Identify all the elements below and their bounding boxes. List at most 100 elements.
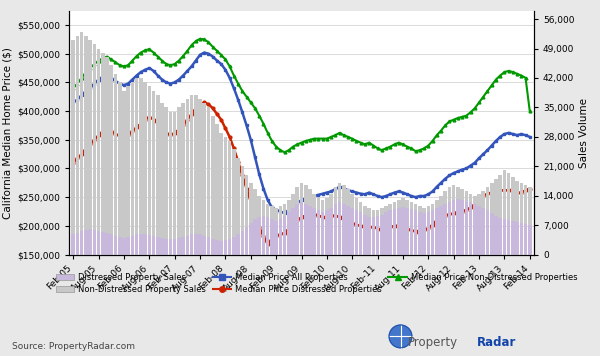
Bar [388,204,392,255]
Bar [295,204,299,255]
Bar [245,227,248,255]
Bar [418,206,422,255]
Median Price Distressed Properties [378,228,385,232]
Median Price Non-Distressed Properties [526,109,533,113]
Bar [346,189,350,255]
Bar [156,237,160,255]
Bar [266,217,269,255]
Bar [452,185,455,255]
Bar [270,206,274,255]
Bar [211,239,215,255]
Bar [202,236,206,255]
Bar [384,213,388,255]
Bar [211,116,215,255]
Legend: Distressed Property Sales, Non-Distressed Property Sales, Median Price All Prope: Distressed Property Sales, Non-Distresse… [52,269,581,297]
Bar [308,206,312,255]
Bar [236,234,240,255]
Bar [503,171,506,255]
Bar [384,206,388,255]
Bar [367,208,371,255]
Bar [224,240,227,255]
Bar [481,192,485,255]
Bar [109,66,113,255]
Y-axis label: California Median Home Price ($): California Median Home Price ($) [3,47,13,219]
Bar [380,215,383,255]
Bar [397,208,401,255]
Bar [325,198,329,255]
Bar [448,187,451,255]
Bar [524,185,527,255]
Bar [427,206,430,255]
Bar [486,187,489,255]
Bar [456,187,460,255]
Bar [249,183,253,255]
Bar [241,231,244,255]
Bar [427,213,430,255]
Median Price Non-Distressed Properties [196,37,203,41]
Bar [490,183,494,255]
Bar [105,233,109,255]
Bar [520,183,523,255]
Bar [215,240,219,255]
Bar [207,237,210,255]
Bar [511,177,515,255]
Bar [490,213,494,255]
Median Price Distressed Properties [328,213,335,218]
Bar [228,239,232,255]
Bar [194,95,197,255]
Bar [414,210,418,255]
Bar [105,57,109,255]
Bar [257,196,261,255]
Bar [464,201,468,255]
Bar [122,238,126,255]
Bar [207,108,210,255]
Bar [84,36,88,255]
Bar [515,222,519,255]
Bar [169,111,172,255]
Bar [169,239,172,255]
Bar [376,216,379,255]
Bar [439,206,443,255]
Bar [473,196,476,255]
Bar [414,204,418,255]
Bar [92,230,96,255]
Bar [88,229,92,255]
Bar [469,202,472,255]
Bar [253,189,257,255]
Bar [224,137,227,255]
Bar [473,204,476,255]
Bar [228,141,232,255]
Bar [143,234,147,255]
Bar [215,124,219,255]
Median Price All Properties [526,135,533,139]
Bar [71,234,75,255]
Bar [401,198,405,255]
Bar [338,202,341,255]
Bar [114,74,117,255]
Bar [278,219,282,255]
Bar [287,200,290,255]
Bar [401,208,405,255]
Median Price All Properties [323,190,331,195]
Bar [342,204,346,255]
Bar [363,206,367,255]
Bar [300,183,303,255]
Bar [114,236,117,255]
Bar [148,235,151,255]
Text: Radar: Radar [477,336,517,349]
Median Price Non-Distressed Properties [378,148,385,152]
Median Price All Properties [103,73,110,78]
Bar [274,221,278,255]
Bar [71,40,75,255]
Bar [393,209,396,255]
Bar [448,202,451,255]
Bar [97,231,100,255]
Median Price All Properties [281,211,288,215]
Bar [253,219,257,255]
Text: Source: PropertyRadar.com: Source: PropertyRadar.com [12,342,135,351]
Bar [181,237,185,255]
Bar [439,196,443,255]
Bar [245,175,248,255]
Bar [511,221,515,255]
Bar [452,200,455,255]
